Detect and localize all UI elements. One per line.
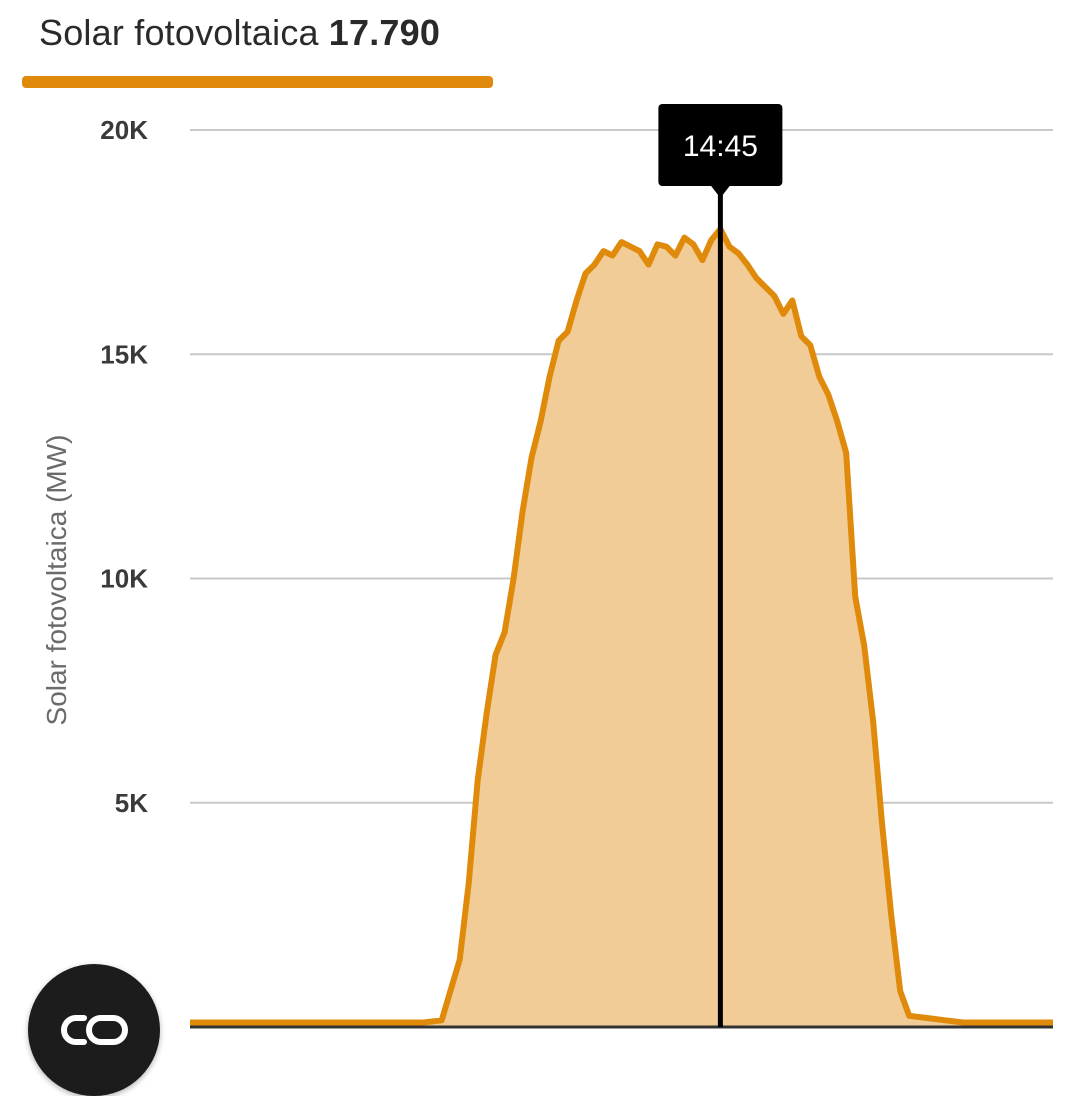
tooltip-background <box>658 104 783 186</box>
tab-solar-fotovoltaica[interactable]: Solar fotovoltaica 17.790 <box>22 0 493 88</box>
y-tick-label: 10K <box>100 564 148 594</box>
series-line <box>190 226 1053 1026</box>
y-tick-label: 15K <box>100 339 148 369</box>
tooltip-pointer <box>710 185 731 198</box>
y-tick-label: 20K <box>100 115 148 145</box>
tooltip-time: 14:45 <box>683 130 758 163</box>
co2-icon <box>61 1015 128 1045</box>
tooltip: 14:45 <box>658 104 783 198</box>
tab-active-indicator <box>22 76 493 88</box>
y-tick-label: 5K <box>115 788 148 818</box>
header: Solar fotovoltaica 17.790 <box>0 0 1080 95</box>
y-tick-labels: 5K 10K 15K 20K <box>100 115 148 818</box>
tab-value: 17.790 <box>328 12 441 53</box>
tab-label: Solar fotovoltaica <box>39 12 319 53</box>
y-axis-label: Solar fotovoltaica (MW) <box>41 435 72 726</box>
series-area-fill <box>190 229 1053 1028</box>
tab-title: Solar fotovoltaica 17.790 <box>39 12 440 54</box>
co2-button[interactable] <box>28 964 160 1096</box>
